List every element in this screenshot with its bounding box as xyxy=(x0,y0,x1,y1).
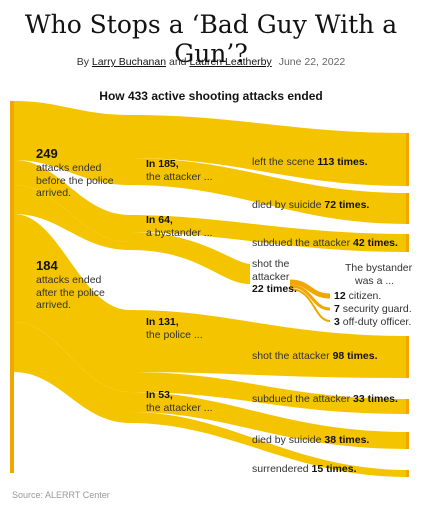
subdued2-text: subdued the attacker xyxy=(252,393,351,405)
byline-and: and xyxy=(168,56,187,68)
after-text-1: attacks ended xyxy=(36,274,102,286)
chart-subtitle: How 433 active shooting attacks ended xyxy=(99,89,323,103)
label-bystander: In 64, a bystander ... xyxy=(146,214,213,239)
before-text-2: before the police xyxy=(36,174,114,187)
flow-off-duty-officer xyxy=(289,288,331,322)
flow-suicide-2 xyxy=(130,392,408,449)
label-before-police: 249 attacks ended before the police arri… xyxy=(36,146,114,200)
flow-after-to-attacker2 xyxy=(14,322,130,423)
source-note: Source: ALERRT Center xyxy=(12,490,110,500)
before-count: 249 xyxy=(36,146,58,161)
flow-surrendered xyxy=(130,412,408,477)
outcome-suicide-1: died by suicide 72 times. xyxy=(252,199,369,212)
outcome-subdued-2: subdued the attacker 33 times. xyxy=(252,393,398,406)
node-subdued-2 xyxy=(406,399,409,414)
author-link-1[interactable]: Larry Buchanan xyxy=(91,56,167,68)
shot-police-count: 98 times. xyxy=(332,350,378,362)
flow-before-to-bystander xyxy=(14,160,130,242)
outcome-shot-by-bystander: shot the attacker 22 times. xyxy=(252,258,297,296)
flow-before-to-bystander-b xyxy=(14,185,130,250)
subdued1-count: 42 times. xyxy=(353,237,398,249)
bystander-type-off-duty: 3 off-duty officer. xyxy=(334,316,411,329)
author-link-2[interactable]: Lauren Leatherby xyxy=(189,56,272,68)
after-text-2: after the police xyxy=(36,286,105,299)
outcome-subdued-1: subdued the attacker 42 times. xyxy=(252,237,398,250)
node-surrendered xyxy=(406,470,409,477)
attacker2-text: the attacker ... xyxy=(146,401,213,414)
node-suicide-2 xyxy=(406,432,409,449)
left-scene-count: 113 times. xyxy=(317,156,368,168)
surrendered-text: surrendered xyxy=(252,463,309,475)
flow-subdued-1 xyxy=(130,215,408,252)
before-text-1: attacks ended xyxy=(36,162,102,174)
suicide2-count: 38 times. xyxy=(324,434,370,446)
node-subdued-1 xyxy=(406,234,409,252)
bystander-text: a bystander ... xyxy=(146,226,213,239)
bystander-type-security-guard: 7 security guard. xyxy=(334,303,412,316)
flow-suicide-1 xyxy=(130,158,408,224)
after-count: 184 xyxy=(36,258,58,273)
off-duty-text: off-duty officer. xyxy=(342,316,412,328)
bystander-heading-2: was a ... xyxy=(355,274,395,287)
suicide1-count: 72 times. xyxy=(324,199,370,211)
before-text-3: arrived. xyxy=(36,187,72,199)
flow-left-scene xyxy=(130,115,408,186)
bystander-count: In 64, xyxy=(146,214,173,226)
chart-title: Who Stops a ‘Bad Guy With a Gun’? xyxy=(24,10,398,68)
attacker1-text: the attacker ... xyxy=(146,170,213,183)
security-guard-count: 7 xyxy=(334,303,340,315)
flow-police-shot xyxy=(130,310,408,378)
off-duty-count: 3 xyxy=(334,316,340,328)
node-suicide-1 xyxy=(406,193,409,224)
bystander-heading-1: The bystander xyxy=(345,262,413,274)
left-scene-text: left the scene xyxy=(252,156,315,168)
subdued2-count: 33 times. xyxy=(353,393,398,405)
byline-by: By xyxy=(76,56,89,68)
outcome-left-scene: left the scene 113 times. xyxy=(252,156,368,169)
node-total xyxy=(10,101,14,473)
byline: By Larry Buchanan and Lauren Leatherby J… xyxy=(0,56,422,68)
citizen-text: citizen. xyxy=(348,290,382,302)
attacker1-count: In 185, xyxy=(146,158,179,170)
shot-bystander-line1: shot the xyxy=(252,258,290,270)
police-count: In 131, xyxy=(146,316,179,328)
shot-bystander-count: 22 times. xyxy=(252,283,297,295)
flow-subdued-2 xyxy=(130,372,408,414)
flow-bands xyxy=(10,101,409,477)
suicide1-text: died by suicide xyxy=(252,199,322,211)
flow-bystander-shot xyxy=(130,232,250,284)
flow-citizen xyxy=(289,279,331,299)
police-text: the police ... xyxy=(146,328,203,341)
after-text-3: arrived. xyxy=(36,299,72,311)
bystander-type-citizen: 12 citizen. xyxy=(334,290,381,303)
security-guard-text: security guard. xyxy=(342,303,412,315)
node-left-scene xyxy=(406,133,409,186)
flow-after-to-police xyxy=(14,214,130,392)
subdued1-text: subdued the attacker xyxy=(252,237,351,249)
label-after-police: 184 attacks ended after the police arriv… xyxy=(36,258,105,312)
outcome-suicide-2: died by suicide 38 times. xyxy=(252,434,369,447)
surrendered-count: 15 times. xyxy=(311,463,357,475)
label-police: In 131, the police ... xyxy=(146,316,203,341)
attacker2-count: In 53, xyxy=(146,389,173,401)
outcome-surrendered: surrendered 15 times. xyxy=(252,463,357,476)
shot-police-text: shot the attacker xyxy=(252,350,330,362)
bystander-type-heading: The bystander was a ... xyxy=(345,262,412,287)
node-police-shot xyxy=(406,336,409,378)
shot-bystander-line2: attacker xyxy=(252,270,290,283)
flow-before-to-attacker1 xyxy=(14,101,130,185)
suicide2-text: died by suicide xyxy=(252,434,322,446)
outcome-shot-by-police: shot the attacker 98 times. xyxy=(252,350,378,363)
label-attacker-2: In 53, the attacker ... xyxy=(146,389,213,414)
flow-security-guard xyxy=(289,284,331,311)
label-attacker-1: In 185, the attacker ... xyxy=(146,158,213,183)
citizen-count: 12 xyxy=(334,290,346,302)
publish-date: June 22, 2022 xyxy=(278,56,346,68)
